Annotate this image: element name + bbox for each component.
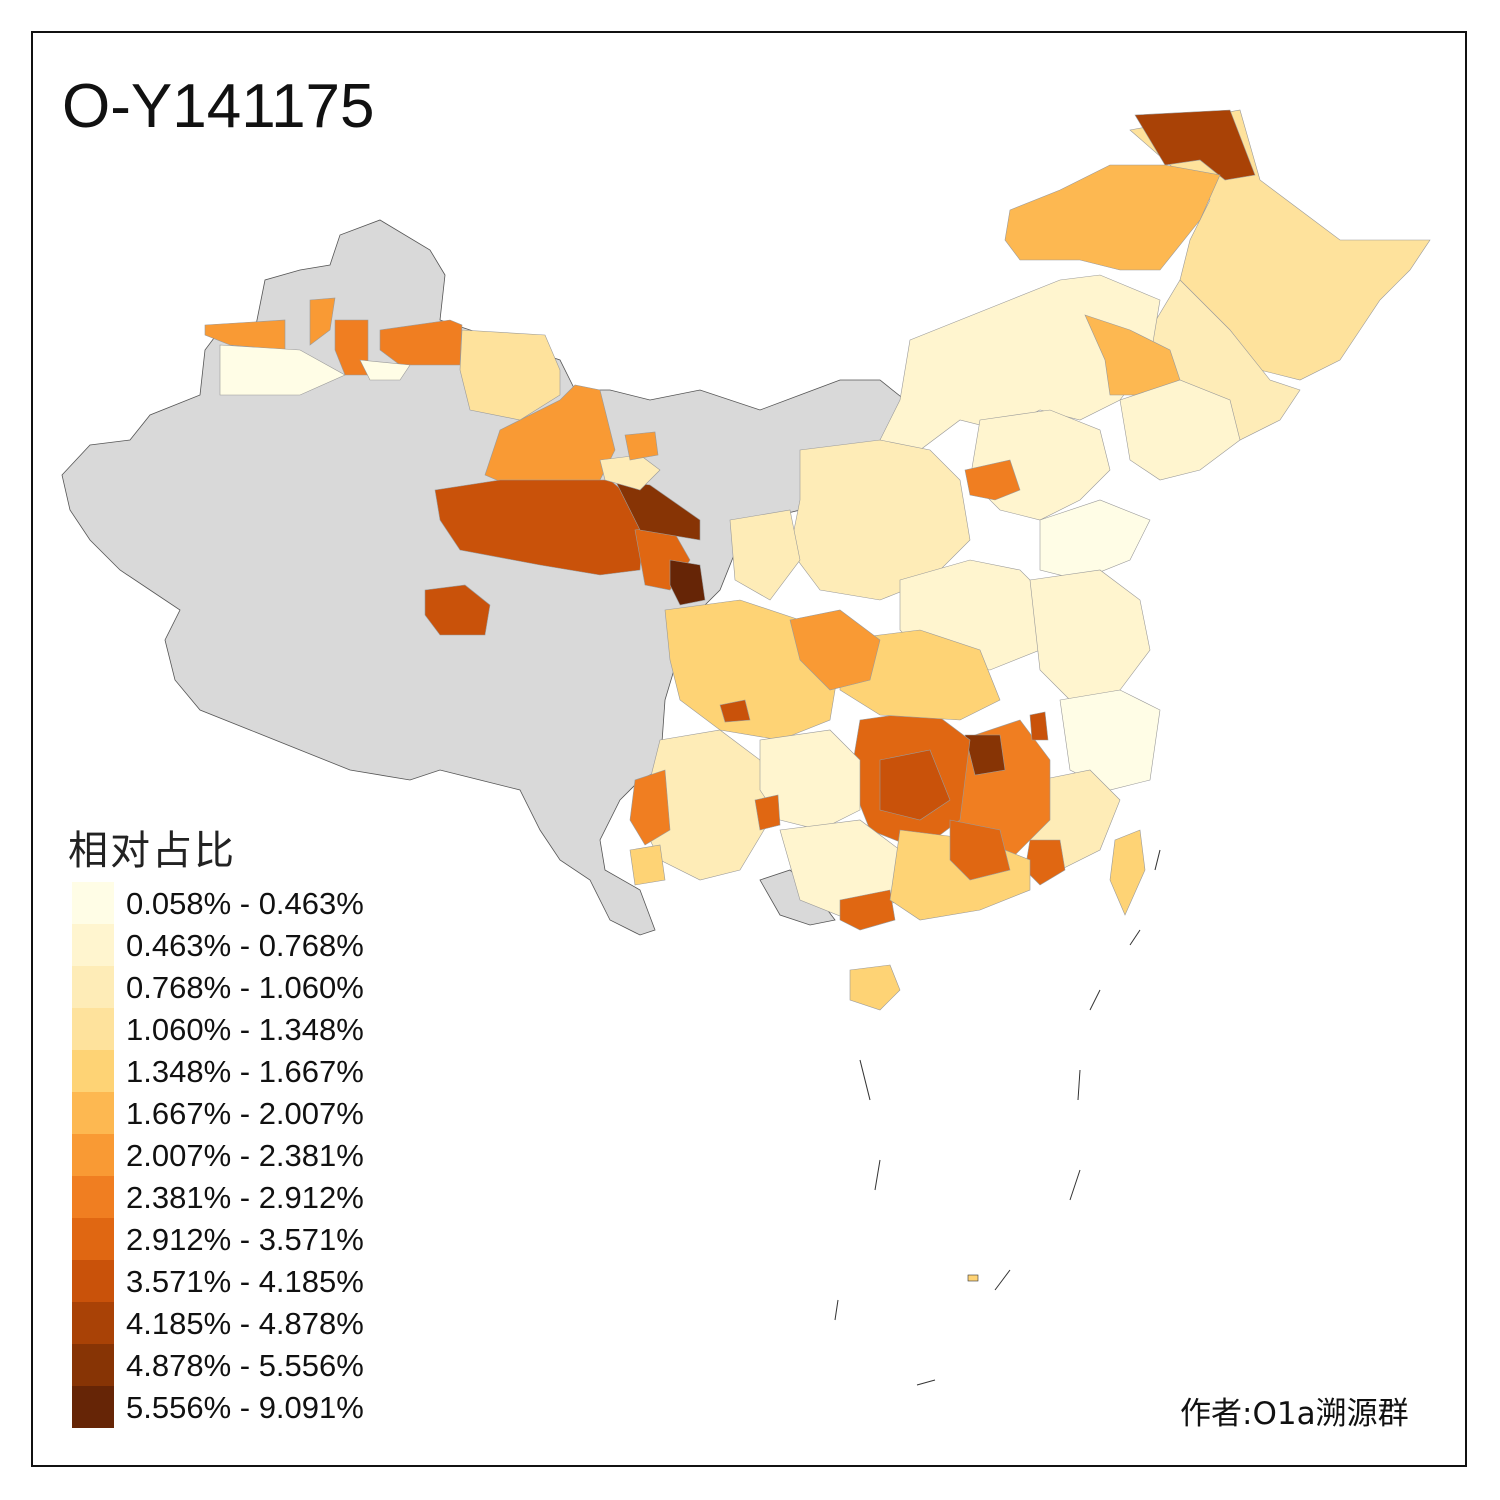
legend-swatch [72,1176,114,1218]
region-hainan [849,964,901,1011]
region-taiwan [1109,829,1146,916]
legend-swatch [72,966,114,1008]
region-zhejiang [1059,689,1161,791]
region-gansu-south [669,559,706,606]
island-mark [834,1299,839,1321]
legend-swatch [72,1260,114,1302]
legend-label: 0.058% - 0.463% [126,886,364,921]
region-guizhou-hot [754,794,781,831]
colored-regions [204,109,1431,1011]
author-credit: 作者:O1a溯源群 [1180,1396,1409,1432]
legend-swatch [72,1092,114,1134]
legend-label: 2.381% - 2.912% [126,1180,364,1215]
region-guangdong-north [949,819,1011,881]
legend-label: 4.185% - 4.878% [126,1306,364,1341]
legend-swatch [72,1134,114,1176]
island-mark [874,1159,881,1191]
region-hebei-hot [964,459,1021,501]
region-xj-urumqi [359,359,411,381]
region-fujian-hot [1024,839,1066,886]
legend-label: 0.768% - 1.060% [126,970,364,1005]
legend-swatch [72,1050,114,1092]
legend-swatch [72,1344,114,1386]
region-jiangsu-anhui [1029,569,1151,701]
island-mark [1154,849,1161,871]
island-colored [967,1274,979,1282]
legend-label: 5.556% - 9.091% [126,1390,364,1425]
island-mark [916,1379,936,1386]
region-guangxi-south [839,889,896,931]
legend-swatch [72,924,114,966]
legend-label: 1.667% - 2.007% [126,1096,364,1131]
map-frame [31,31,1467,1467]
region-shandong [1039,499,1151,581]
legend-swatch [72,1302,114,1344]
region-anhui-hot [1029,711,1049,741]
region-xj-bortala [219,344,346,396]
region-yunnan-south [629,844,666,886]
legend-label: 3.571% - 4.185% [126,1264,364,1299]
region-sichuan-hot [719,699,751,723]
legend-label: 0.463% - 0.768% [126,928,364,963]
region-guizhou [759,729,861,831]
legend-swatch [72,1008,114,1050]
island-mark [994,1269,1011,1291]
region-jiangxi-hot [964,734,1006,776]
region-yunnan-west [629,769,671,846]
island-mark [1069,1169,1081,1201]
region-ningxia [729,509,801,601]
region-golog [424,584,491,636]
no-data-regions [61,219,906,936]
region-hulunbuir [1004,164,1221,271]
south-china-sea-islands [834,849,1161,1386]
legend-label: 1.060% - 1.348% [126,1012,364,1047]
map-title: O-Y141175 [62,72,375,141]
region-hubei [839,629,1001,721]
island-mark [1089,989,1101,1011]
legend-label: 4.878% - 5.556% [126,1348,364,1383]
legend-swatch [72,1218,114,1260]
region-gansu-west [484,384,616,501]
legend-swatch [72,882,114,924]
legend-label: 1.348% - 1.667% [126,1054,364,1089]
island-mark [1077,1069,1081,1101]
region-xj-karamay [334,319,369,376]
region-haixi [434,479,646,576]
region-southeast-grey [759,869,836,926]
region-chongqing [789,609,881,691]
region-xj-tacheng [379,319,463,366]
legend-title: 相对占比 [68,828,236,874]
legend-swatch [72,1386,114,1428]
region-gansu-hot [624,431,659,461]
island-mark [859,1059,871,1101]
legend-label: 2.912% - 3.571% [126,1222,364,1257]
region-hunan-core [879,749,951,821]
island-mark [1129,929,1141,946]
region-xj-kuitun [309,297,336,346]
legend-label: 2.007% - 2.381% [126,1138,364,1173]
region-liaoning [1119,379,1241,481]
region-xj-altay [459,329,561,421]
